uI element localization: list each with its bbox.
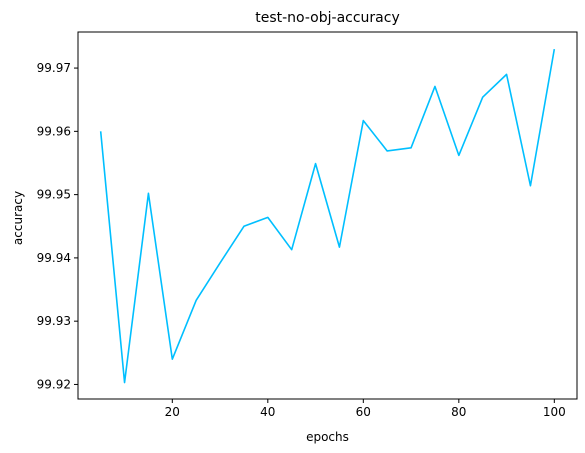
y-tick-label: 99.97 bbox=[37, 61, 71, 75]
x-tick-label: 20 bbox=[165, 405, 180, 419]
x-tick-label: 60 bbox=[356, 405, 371, 419]
plot-area bbox=[77, 31, 578, 400]
y-tick-label: 99.95 bbox=[37, 188, 71, 202]
chart-title: test-no-obj-accuracy bbox=[255, 10, 400, 26]
y-tick-label: 99.93 bbox=[37, 314, 71, 328]
axes-frame bbox=[77, 31, 578, 400]
x-axis-ticks: 20 40 60 80 100 bbox=[165, 399, 566, 419]
x-axis-label: epochs bbox=[306, 430, 349, 444]
y-tick-label: 99.92 bbox=[37, 377, 71, 391]
y-axis-ticks: 99.92 99.93 99.94 99.95 99.96 99.97 bbox=[37, 61, 78, 391]
y-axis-label: accuracy bbox=[11, 191, 25, 245]
series-line-1 bbox=[99, 48, 556, 384]
y-tick-label: 99.94 bbox=[37, 251, 71, 265]
y-tick-label: 99.96 bbox=[37, 124, 71, 138]
x-tick-label: 100 bbox=[543, 405, 566, 419]
x-tick-label: 80 bbox=[451, 405, 466, 419]
x-tick-label: 40 bbox=[260, 405, 275, 419]
